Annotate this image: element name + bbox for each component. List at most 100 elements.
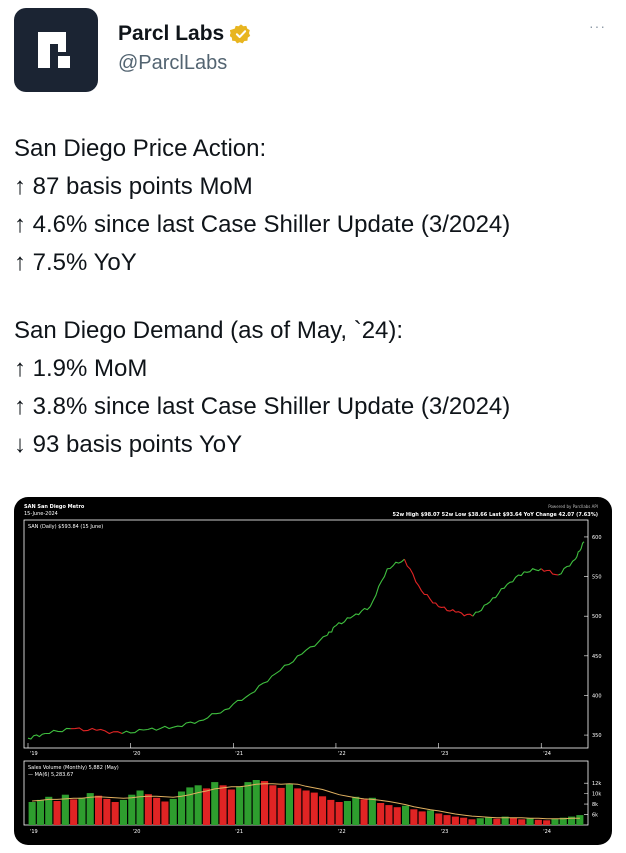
chart-stats: 52w High $98.07 52w Low $38.66 Last $93.…: [393, 512, 598, 518]
volume-bar: [310, 792, 318, 825]
volume-bar: [95, 795, 103, 825]
volume-bar: [119, 799, 127, 825]
volume-x-tick-label: '23: [441, 829, 449, 835]
volume-bar: [327, 799, 335, 825]
volume-bar: [551, 818, 559, 825]
price-x-tick-label: '22: [338, 751, 346, 757]
price-line-segment: [455, 611, 474, 617]
volume-bar: [360, 799, 368, 825]
volume-bar: [485, 817, 493, 825]
more-options-icon[interactable]: ···: [589, 18, 606, 34]
volume-bar: [501, 816, 509, 825]
volume-bar: [526, 818, 534, 825]
volume-bar: [70, 799, 78, 825]
price-x-tick-label: '24: [543, 751, 551, 757]
volume-bar: [443, 815, 451, 825]
price-y-tick-label: 600: [592, 535, 602, 541]
price-line-segment: [45, 727, 71, 735]
volume-legend: Sales Volume (Monthly) 5,882 (May): [28, 765, 119, 771]
volume-bar: [402, 805, 410, 825]
volume-bar: [111, 802, 119, 825]
price-line-segment: [403, 558, 422, 592]
price-line-segment: [27, 732, 46, 740]
chart-symbol: SAN San Diego Metro: [24, 504, 85, 510]
volume-bar: [518, 819, 526, 826]
price-line-segment: [250, 672, 277, 695]
author-name[interactable]: Parcl Labs: [118, 22, 225, 45]
volume-bar: [426, 810, 434, 825]
volume-bar: [261, 781, 269, 825]
volume-y-tick-label: 6k: [592, 813, 598, 819]
price-line: ↑ 87 basis points MoM: [14, 173, 253, 200]
volume-bar: [61, 794, 69, 825]
price-line-segment: [558, 558, 576, 576]
price-line-segment: [121, 728, 148, 734]
volume-bar: [385, 805, 393, 825]
price-y-tick-label: 400: [592, 693, 602, 699]
volume-x-tick-label: '24: [543, 829, 551, 835]
volume-ma-line: [32, 783, 580, 820]
price-volume-chart: SAN San Diego Metro 15-June-2024 Powered…: [23, 504, 602, 835]
price-line: ↑ 7.5% YoY: [14, 249, 137, 276]
price-x-tick-label: '23: [441, 751, 449, 757]
volume-bar: [211, 782, 219, 825]
price-line-segment: [326, 625, 337, 636]
volume-x-tick-label: '22: [338, 829, 346, 835]
volume-bar: [319, 796, 327, 826]
avatar[interactable]: [14, 8, 98, 92]
ma-legend: — MA(6) 5,283.67: [28, 772, 73, 778]
price-panel: [23, 519, 589, 749]
volume-bar: [53, 801, 61, 825]
volume-y-tick-label: 8k: [592, 802, 598, 808]
volume-y-tick-label: 12k: [592, 781, 601, 787]
volume-bar: [28, 802, 36, 825]
volume-x-tick-label: '20: [133, 829, 141, 835]
volume-x-tick-label: '21: [235, 829, 243, 835]
volume-bar: [410, 809, 418, 825]
price-line-segment: [421, 590, 440, 608]
volume-bar: [468, 819, 476, 826]
volume-bar: [103, 798, 111, 825]
volume-bar: [36, 799, 44, 825]
volume-bar: [219, 785, 227, 825]
volume-bar: [236, 786, 244, 825]
price-line-segment: [438, 606, 457, 613]
price-line-segment: [301, 634, 328, 655]
volume-bar: [227, 789, 235, 825]
volume-bar: [559, 817, 567, 825]
volume-bar: [161, 801, 169, 825]
price-x-tick-label: '19: [30, 751, 38, 757]
price-line: ↑ 4.6% since last Case Shiller Update (3…: [14, 211, 511, 238]
chart-image[interactable]: SAN San Diego Metro 15-June-2024 Powered…: [14, 497, 612, 845]
volume-bar: [568, 816, 576, 825]
volume-bar: [368, 797, 376, 825]
volume-bar: [202, 788, 210, 825]
volume-x-tick-label: '19: [30, 829, 38, 835]
demand-title: San Diego Demand (as of May, `24):: [14, 317, 404, 344]
volume-bar: [377, 803, 385, 825]
volume-bar: [78, 797, 86, 825]
volume-bar: [186, 787, 194, 825]
price-line-segment: [335, 615, 354, 627]
demand-line: ↑ 3.8% since last Case Shiller Update (3…: [14, 393, 511, 420]
volume-bar: [343, 801, 351, 825]
volume-bar: [543, 820, 551, 825]
price-x-tick-label: '20: [133, 751, 141, 757]
verified-badge-icon: [230, 24, 251, 44]
price-x-tick-label: '21: [235, 751, 243, 757]
volume-bar: [244, 782, 252, 825]
price-line-segment: [199, 709, 226, 722]
price-line-segment: [224, 693, 251, 711]
author-handle[interactable]: @ParclLabs: [118, 52, 228, 74]
price-y-tick-label: 550: [592, 575, 602, 581]
volume-bar: [335, 802, 343, 825]
price-line-segment: [387, 558, 405, 570]
demand-line: ↑ 1.9% MoM: [14, 355, 148, 382]
price-line-segment: [96, 728, 123, 735]
price-line-segment: [352, 606, 371, 617]
volume-bar: [169, 798, 177, 825]
volume-bar: [285, 784, 293, 825]
volume-bar: [252, 780, 260, 825]
volume-bar: [509, 817, 517, 825]
volume-bar: [144, 794, 152, 825]
